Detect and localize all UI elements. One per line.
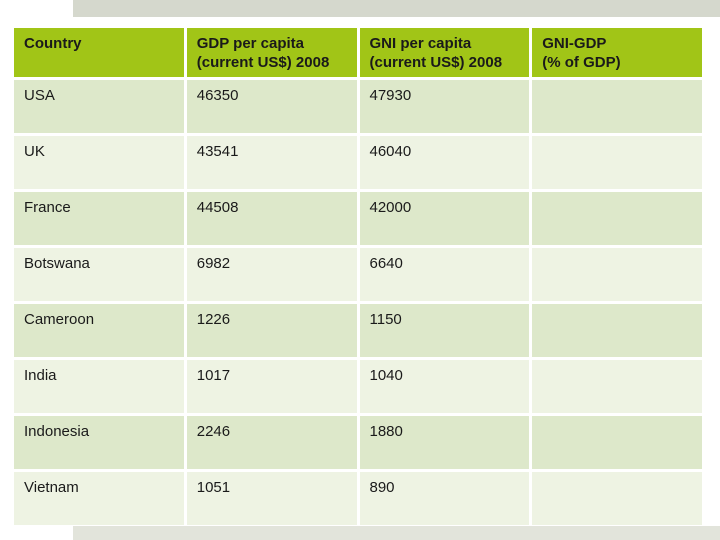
cell-gdp: 2246 (186, 416, 357, 469)
cell-gap (532, 80, 702, 133)
header-country: Country (14, 28, 184, 77)
cell-gdp: 43541 (186, 136, 357, 189)
cell-country: Botswana (14, 248, 184, 301)
cell-country: UK (14, 136, 184, 189)
cell-gdp: 1051 (186, 472, 357, 525)
header-gni-gdp-gap: GNI-GDP (% of GDP) (532, 28, 702, 77)
table-row: France 44508 42000 (14, 192, 702, 245)
cell-country: Vietnam (14, 472, 184, 525)
cell-gni: 890 (359, 472, 530, 525)
table-row: USA 46350 47930 (14, 80, 702, 133)
cell-gdp: 6982 (186, 248, 357, 301)
header-gdp-per-capita: GDP per capita (current US$) 2008 (186, 28, 357, 77)
cell-gap (532, 304, 702, 357)
cell-gap (532, 192, 702, 245)
top-accent-bar (73, 0, 720, 17)
cell-gap (532, 416, 702, 469)
cell-gni: 42000 (359, 192, 530, 245)
cell-country: India (14, 360, 184, 413)
header-gni-per-capita: GNI per capita (current US$) 2008 (359, 28, 530, 77)
cell-gni: 6640 (359, 248, 530, 301)
table-row: India 1017 1040 (14, 360, 702, 413)
cell-country: USA (14, 80, 184, 133)
cell-country: Cameroon (14, 304, 184, 357)
cell-gap (532, 136, 702, 189)
cell-country: France (14, 192, 184, 245)
cell-gni: 46040 (359, 136, 530, 189)
cell-gdp: 1017 (186, 360, 357, 413)
cell-gdp: 1226 (186, 304, 357, 357)
cell-gni: 1880 (359, 416, 530, 469)
cell-gni: 47930 (359, 80, 530, 133)
cell-gap (532, 472, 702, 525)
table-row: Cameroon 1226 1150 (14, 304, 702, 357)
table-row: Indonesia 2246 1880 (14, 416, 702, 469)
cell-gdp: 44508 (186, 192, 357, 245)
bottom-accent-bar (73, 526, 720, 540)
country-income-table: Country GDP per capita (current US$) 200… (11, 25, 705, 528)
cell-gap (532, 248, 702, 301)
table-row: Botswana 6982 6640 (14, 248, 702, 301)
table-row: Vietnam 1051 890 (14, 472, 702, 525)
table-row: UK 43541 46040 (14, 136, 702, 189)
cell-gni: 1040 (359, 360, 530, 413)
table-header-row: Country GDP per capita (current US$) 200… (14, 28, 702, 77)
cell-gdp: 46350 (186, 80, 357, 133)
cell-gni: 1150 (359, 304, 530, 357)
cell-country: Indonesia (14, 416, 184, 469)
cell-gap (532, 360, 702, 413)
